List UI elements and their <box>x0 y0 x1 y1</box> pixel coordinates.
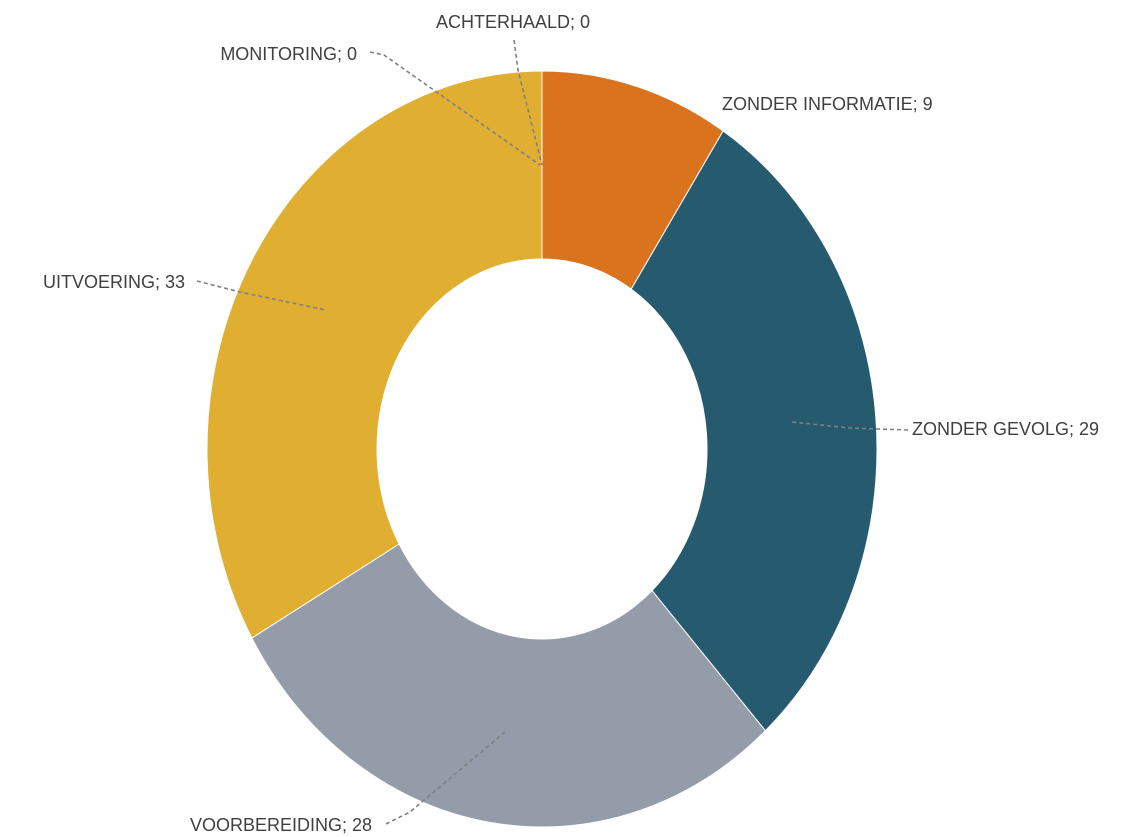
leader-line <box>369 51 541 166</box>
data-label: UITVOERING; 33 <box>43 272 185 292</box>
leader-line <box>385 731 506 825</box>
leader-line <box>196 280 327 311</box>
data-label: ZONDER INFORMATIE; 9 <box>722 94 933 114</box>
data-label: VOORBEREIDING; 28 <box>190 815 372 835</box>
leader-line <box>513 39 543 166</box>
donut-slice <box>206 70 543 639</box>
data-label: ZONDER GEVOLG; 29 <box>912 419 1099 439</box>
donut-slice <box>630 130 878 732</box>
data-label: ACHTERHAALD; 0 <box>436 12 590 32</box>
data-label: MONITORING; 0 <box>220 44 357 64</box>
leader-line <box>791 421 909 431</box>
donut-slice <box>251 543 767 828</box>
